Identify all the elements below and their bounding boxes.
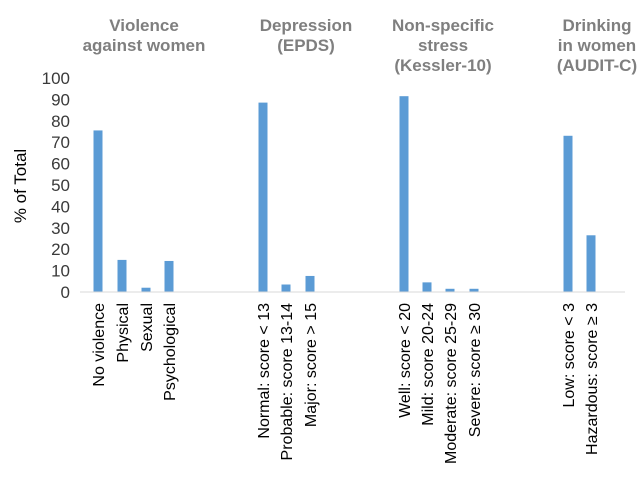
category-label: Psychological	[162, 303, 179, 401]
bar	[399, 96, 409, 292]
category-label: Probable: score 13-14	[279, 303, 296, 461]
y-tick-label: 50	[51, 176, 70, 195]
bar	[281, 284, 291, 292]
y-tick-label: 70	[51, 133, 70, 152]
group-title: against women	[83, 36, 206, 55]
y-tick-label: 0	[61, 283, 70, 302]
group-title: in women	[558, 36, 636, 55]
y-axis-label: % of Total	[11, 149, 30, 223]
group-title: (AUDIT-C)	[557, 56, 637, 75]
bar	[93, 130, 103, 292]
category-label: Mild: score 20-24	[420, 303, 437, 426]
category-label: Hazardous: score ≥ 3	[584, 303, 601, 455]
bar	[469, 288, 479, 292]
category-label: Well: score < 20	[397, 303, 414, 418]
group-title: (EPDS)	[277, 36, 335, 55]
category-label: Major: score > 15	[303, 303, 320, 427]
group-title: (Kessler-10)	[394, 56, 491, 75]
y-tick-label: 60	[51, 155, 70, 174]
y-tick-label: 40	[51, 197, 70, 216]
bar	[422, 282, 432, 292]
bar	[258, 102, 268, 292]
category-label: Severe: score ≥ 30	[467, 303, 484, 437]
bar	[586, 235, 596, 292]
bar	[445, 288, 455, 292]
group-title: Non-specific	[392, 16, 494, 35]
category-label: Low: score < 3	[561, 303, 578, 408]
category-labels: No violence Physical Sexual Psychological No…	[91, 303, 601, 464]
y-tick-label: 80	[51, 112, 70, 131]
y-tick-label: 10	[51, 262, 70, 281]
bar	[305, 275, 315, 292]
y-tick-label: 30	[51, 219, 70, 238]
bar	[141, 287, 151, 292]
group-title: stress	[418, 36, 468, 55]
bar	[563, 135, 573, 292]
category-label: Physical	[115, 303, 132, 363]
category-label: Normal: score < 13	[256, 303, 273, 439]
group-title: Violence	[109, 16, 179, 35]
bar	[164, 260, 174, 292]
bar	[117, 259, 127, 292]
group-title: Depression	[260, 16, 353, 35]
y-tick-label: 90	[51, 90, 70, 109]
y-axis: 0 10 20 30 40 50 60 70 80 90 100	[42, 69, 70, 302]
category-label: Sexual	[139, 303, 156, 352]
group-title: Drinking	[563, 16, 632, 35]
category-label: No violence	[91, 303, 108, 387]
category-label: Moderate: score 25-29	[443, 303, 460, 464]
y-tick-label: 20	[51, 240, 70, 259]
bars	[80, 96, 625, 293]
y-tick-label: 100	[42, 69, 70, 88]
